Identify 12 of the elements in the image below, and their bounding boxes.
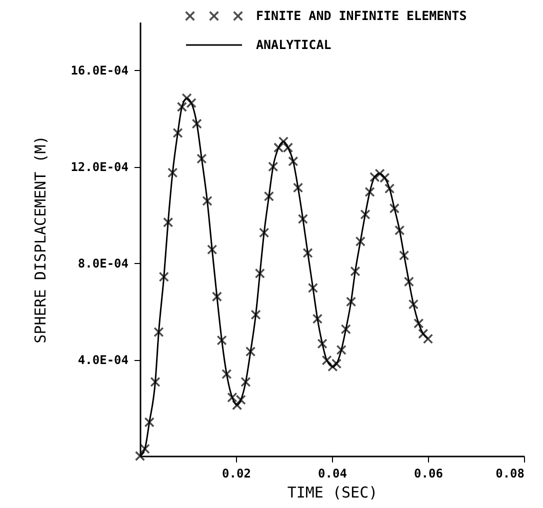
legend-label: ANALYTICAL — [256, 37, 332, 52]
x-tick-label: 0.02 — [222, 466, 251, 480]
y-axis-title: SPHERE DISPLACEMENT (M) — [32, 136, 50, 344]
y-tick-label: 4.0E-04 — [78, 353, 128, 368]
y-tick-label: 12.0E-04 — [70, 160, 128, 174]
x-tick-label: 0.06 — [414, 466, 443, 480]
y-tick-label: 16.0E-04 — [70, 64, 128, 78]
y-tick-label: 8.0E-04 — [78, 256, 128, 271]
x-axis-title: TIME (SEC) — [287, 484, 378, 502]
x-tick-label: 0.08 — [496, 466, 524, 480]
x-tick-label: 0.04 — [318, 466, 347, 480]
legend-label: FINITE AND INFINITE ELEMENTS — [256, 8, 467, 23]
